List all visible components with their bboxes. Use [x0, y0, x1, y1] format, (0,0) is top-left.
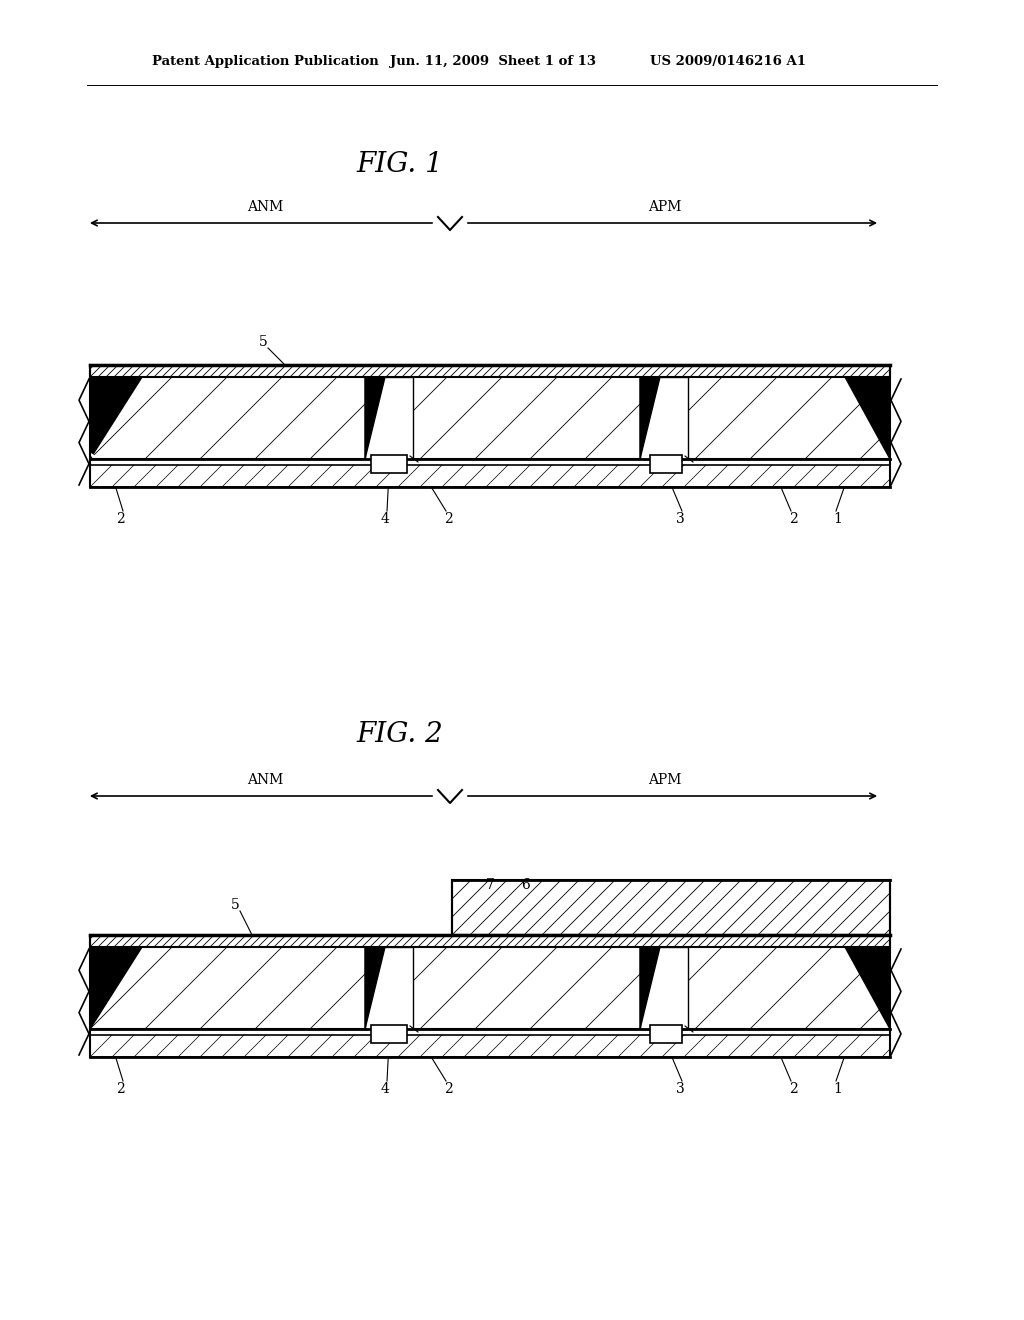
Text: 2: 2 — [443, 512, 453, 525]
Text: 2: 2 — [788, 1082, 798, 1096]
Polygon shape — [365, 378, 385, 459]
Bar — [650, 455, 682, 473]
Text: FIG. 2: FIG. 2 — [356, 722, 443, 748]
Text: 4: 4 — [381, 512, 389, 525]
Text: 2: 2 — [116, 1082, 124, 1096]
Polygon shape — [365, 946, 385, 1030]
Text: 2: 2 — [116, 512, 124, 525]
Bar — [365, 378, 413, 459]
Text: Patent Application Publication: Patent Application Publication — [152, 55, 379, 69]
Bar — [640, 378, 688, 459]
Bar — [90, 366, 890, 378]
Text: 2: 2 — [788, 512, 798, 525]
Bar — [90, 378, 890, 459]
Text: APM: APM — [648, 201, 682, 214]
Bar — [650, 1026, 682, 1043]
Text: Jun. 11, 2009  Sheet 1 of 13: Jun. 11, 2009 Sheet 1 of 13 — [390, 55, 596, 69]
Text: 5: 5 — [230, 898, 240, 912]
Bar — [452, 880, 890, 935]
Text: ANM: ANM — [247, 201, 283, 214]
Bar — [640, 946, 688, 1030]
Text: 2: 2 — [443, 1082, 453, 1096]
Text: US 2009/0146216 A1: US 2009/0146216 A1 — [650, 55, 806, 69]
Polygon shape — [90, 378, 142, 459]
Bar — [371, 1026, 407, 1043]
Polygon shape — [845, 946, 890, 1030]
Polygon shape — [845, 378, 890, 459]
Text: ANM: ANM — [247, 774, 283, 787]
Bar — [90, 935, 890, 946]
Bar — [371, 455, 407, 473]
Text: 3: 3 — [676, 512, 684, 525]
Bar — [365, 946, 413, 1030]
Text: 7: 7 — [485, 878, 495, 892]
Bar — [90, 1035, 890, 1057]
Text: 4: 4 — [381, 1082, 389, 1096]
Polygon shape — [90, 946, 142, 1030]
Text: 1: 1 — [834, 1082, 843, 1096]
Text: 5: 5 — [259, 335, 267, 348]
Text: APM: APM — [648, 774, 682, 787]
Text: 3: 3 — [676, 1082, 684, 1096]
Bar — [90, 465, 890, 487]
Polygon shape — [640, 946, 660, 1030]
Polygon shape — [640, 378, 660, 459]
Text: 6: 6 — [520, 878, 529, 892]
Text: FIG. 1: FIG. 1 — [356, 152, 443, 178]
Bar — [90, 946, 890, 1030]
Text: 1: 1 — [834, 512, 843, 525]
